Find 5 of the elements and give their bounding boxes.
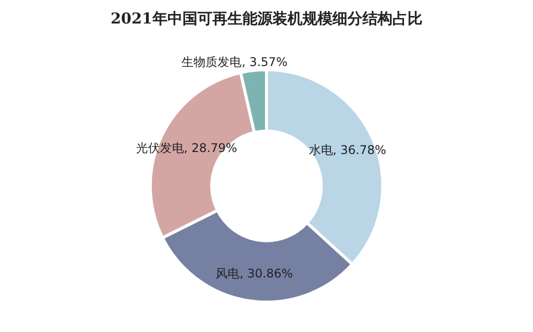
slice-label: 光伏发电, 28.79%: [136, 141, 238, 156]
slice-label: 风电, 30.86%: [216, 266, 293, 281]
slice-label: 生物质发电, 3.57%: [182, 54, 288, 69]
chart-title: 2021年中国可再生能源装机规模细分结构占比: [110, 10, 422, 28]
slice-label: 水电, 36.78%: [308, 143, 386, 158]
